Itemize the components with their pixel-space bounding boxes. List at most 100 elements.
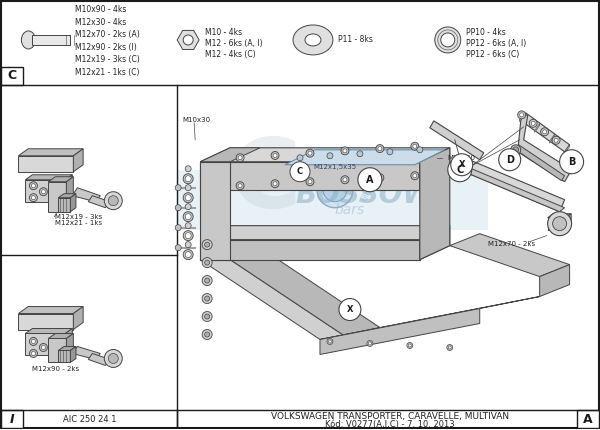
Circle shape — [175, 245, 181, 251]
Text: VOLKSWAGEN TRANSPORTER, CARAVELLE, MULTIVAN: VOLKSWAGEN TRANSPORTER, CARAVELLE, MULTI… — [271, 412, 509, 421]
Circle shape — [29, 182, 37, 190]
Polygon shape — [19, 307, 83, 313]
Circle shape — [548, 212, 572, 236]
Circle shape — [31, 351, 35, 356]
Circle shape — [367, 341, 373, 347]
Text: Kód: V0277(A,I,C) - 7. 10. 2013: Kód: V0277(A,I,C) - 7. 10. 2013 — [325, 420, 455, 429]
Circle shape — [542, 130, 547, 134]
Text: X: X — [347, 305, 353, 314]
Polygon shape — [49, 177, 73, 182]
Circle shape — [328, 340, 331, 343]
Text: AIC 250 24 1: AIC 250 24 1 — [62, 415, 116, 424]
Circle shape — [341, 176, 349, 184]
Text: M12 - 6ks (A, I): M12 - 6ks (A, I) — [205, 40, 263, 49]
Circle shape — [327, 153, 333, 159]
Polygon shape — [455, 156, 565, 212]
Polygon shape — [420, 148, 450, 260]
Polygon shape — [200, 148, 450, 162]
Polygon shape — [548, 218, 566, 230]
Polygon shape — [420, 148, 450, 190]
Circle shape — [40, 188, 47, 196]
Polygon shape — [548, 214, 571, 218]
Circle shape — [40, 344, 47, 351]
Text: P11 - 8ks: P11 - 8ks — [338, 35, 373, 44]
Polygon shape — [520, 113, 524, 122]
Polygon shape — [566, 214, 571, 230]
Circle shape — [183, 193, 193, 203]
Circle shape — [185, 166, 191, 172]
Circle shape — [238, 156, 242, 160]
Polygon shape — [430, 121, 484, 160]
Circle shape — [560, 150, 584, 174]
Circle shape — [552, 136, 560, 144]
Circle shape — [236, 182, 244, 190]
Text: C: C — [297, 167, 303, 176]
Polygon shape — [65, 175, 73, 202]
Text: M10 - 4ks: M10 - 4ks — [205, 28, 242, 37]
Text: M12x21 - 1ks: M12x21 - 1ks — [55, 220, 103, 226]
Polygon shape — [200, 148, 260, 162]
Polygon shape — [73, 347, 100, 359]
Circle shape — [183, 174, 193, 184]
Circle shape — [238, 184, 242, 188]
Text: I: I — [10, 413, 15, 426]
Circle shape — [205, 278, 209, 283]
Polygon shape — [67, 334, 73, 362]
Circle shape — [447, 344, 453, 350]
Circle shape — [185, 223, 191, 229]
Circle shape — [341, 147, 349, 155]
Polygon shape — [65, 329, 73, 356]
Circle shape — [175, 224, 181, 230]
Circle shape — [273, 182, 277, 186]
Text: M12 - 4ks (C): M12 - 4ks (C) — [205, 50, 256, 59]
Polygon shape — [565, 145, 569, 154]
Circle shape — [417, 147, 423, 153]
Polygon shape — [58, 198, 70, 212]
Circle shape — [511, 145, 521, 155]
Polygon shape — [25, 175, 73, 180]
Circle shape — [183, 250, 193, 260]
Circle shape — [185, 214, 191, 220]
Text: M12x19 - 3ks: M12x19 - 3ks — [55, 214, 103, 220]
Circle shape — [518, 111, 526, 119]
Polygon shape — [88, 353, 110, 366]
Circle shape — [358, 168, 382, 192]
Circle shape — [512, 147, 518, 153]
Circle shape — [29, 194, 37, 202]
Bar — [577, 410, 599, 428]
Polygon shape — [200, 162, 230, 260]
Polygon shape — [70, 194, 76, 212]
Polygon shape — [58, 350, 70, 362]
Circle shape — [175, 205, 181, 211]
Polygon shape — [230, 248, 380, 340]
Circle shape — [205, 242, 209, 247]
Circle shape — [290, 162, 310, 182]
Circle shape — [108, 196, 118, 206]
Text: A: A — [366, 175, 374, 185]
Circle shape — [451, 154, 473, 176]
Polygon shape — [539, 264, 569, 297]
Circle shape — [448, 158, 472, 182]
Circle shape — [31, 196, 35, 200]
Circle shape — [29, 338, 37, 345]
Text: M10x30: M10x30 — [182, 117, 211, 123]
Circle shape — [185, 195, 191, 201]
Text: PP12 - 6ks (C): PP12 - 6ks (C) — [466, 50, 519, 59]
Text: PP12 - 6ks (A, I): PP12 - 6ks (A, I) — [466, 40, 526, 49]
Circle shape — [185, 242, 191, 248]
Polygon shape — [550, 134, 554, 143]
Circle shape — [202, 311, 212, 322]
Circle shape — [271, 151, 279, 160]
Polygon shape — [73, 149, 83, 172]
Circle shape — [435, 27, 461, 53]
Circle shape — [308, 151, 312, 155]
Text: M12x90 - 2ks (I): M12x90 - 2ks (I) — [76, 43, 137, 52]
Text: X: X — [458, 160, 465, 169]
Circle shape — [41, 345, 46, 350]
Text: M12x19 - 3ks (C): M12x19 - 3ks (C) — [76, 55, 140, 64]
Polygon shape — [25, 329, 73, 334]
Text: D: D — [506, 155, 514, 165]
Circle shape — [411, 142, 419, 150]
Ellipse shape — [305, 34, 321, 46]
Polygon shape — [19, 313, 73, 329]
